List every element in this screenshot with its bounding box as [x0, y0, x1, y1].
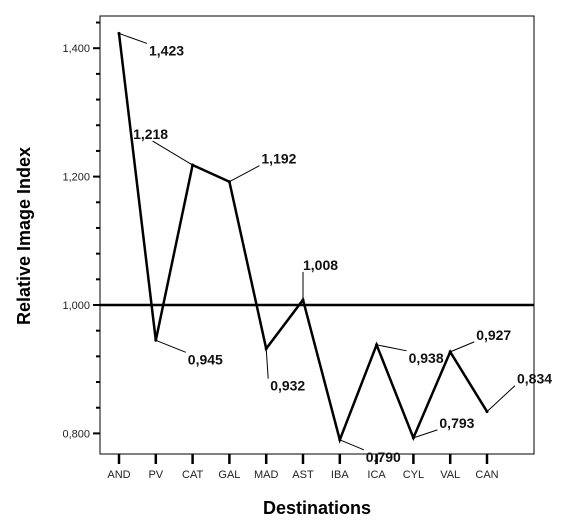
data-label: 1,192 [261, 151, 296, 167]
x-tick-label: GAL [218, 469, 240, 481]
x-tick-label: VAL [440, 469, 460, 481]
data-label: 0,932 [270, 378, 305, 394]
y-tick-label: 1,000 [62, 300, 90, 312]
plot-frame [99, 15, 535, 455]
data-label: 1,423 [149, 42, 184, 58]
leader-line [229, 165, 260, 183]
data-label: 0,927 [476, 327, 511, 343]
y-tick-label: 1,200 [62, 172, 90, 184]
data-label: 0,793 [439, 415, 474, 431]
x-tick-label: AST [292, 469, 314, 481]
leader-line [118, 32, 148, 44]
leader-line [450, 341, 475, 353]
data-label: 0,938 [409, 350, 444, 366]
x-tick-label: CAN [475, 469, 498, 481]
y-tick-label: 0,800 [62, 428, 90, 440]
leader-line [155, 339, 186, 353]
leader-line [413, 429, 438, 439]
data-label: 0,790 [366, 449, 401, 465]
y-tick-label: 1,400 [62, 43, 90, 55]
x-tick-label: ICA [367, 469, 386, 481]
x-tick-label: CAT [182, 469, 203, 481]
data-label: 0,945 [188, 351, 223, 367]
x-tick-label: CYL [403, 469, 424, 481]
data-label: 0,834 [517, 371, 552, 387]
leader-line [486, 385, 516, 412]
x-tick-label: PV [148, 469, 163, 481]
y-axis-title: Relative Image Index [14, 147, 34, 325]
x-axis-title: Destinations [263, 498, 371, 518]
data-label: 1,008 [303, 257, 338, 273]
x-tick-label: AND [107, 469, 130, 481]
leader-line [152, 140, 193, 166]
leader-line [339, 439, 364, 451]
x-tick-label: IBA [331, 469, 349, 481]
data-label: 1,218 [133, 126, 168, 142]
leader-line [376, 344, 407, 352]
leader-line [265, 348, 269, 379]
x-tick-label: MAD [254, 469, 279, 481]
